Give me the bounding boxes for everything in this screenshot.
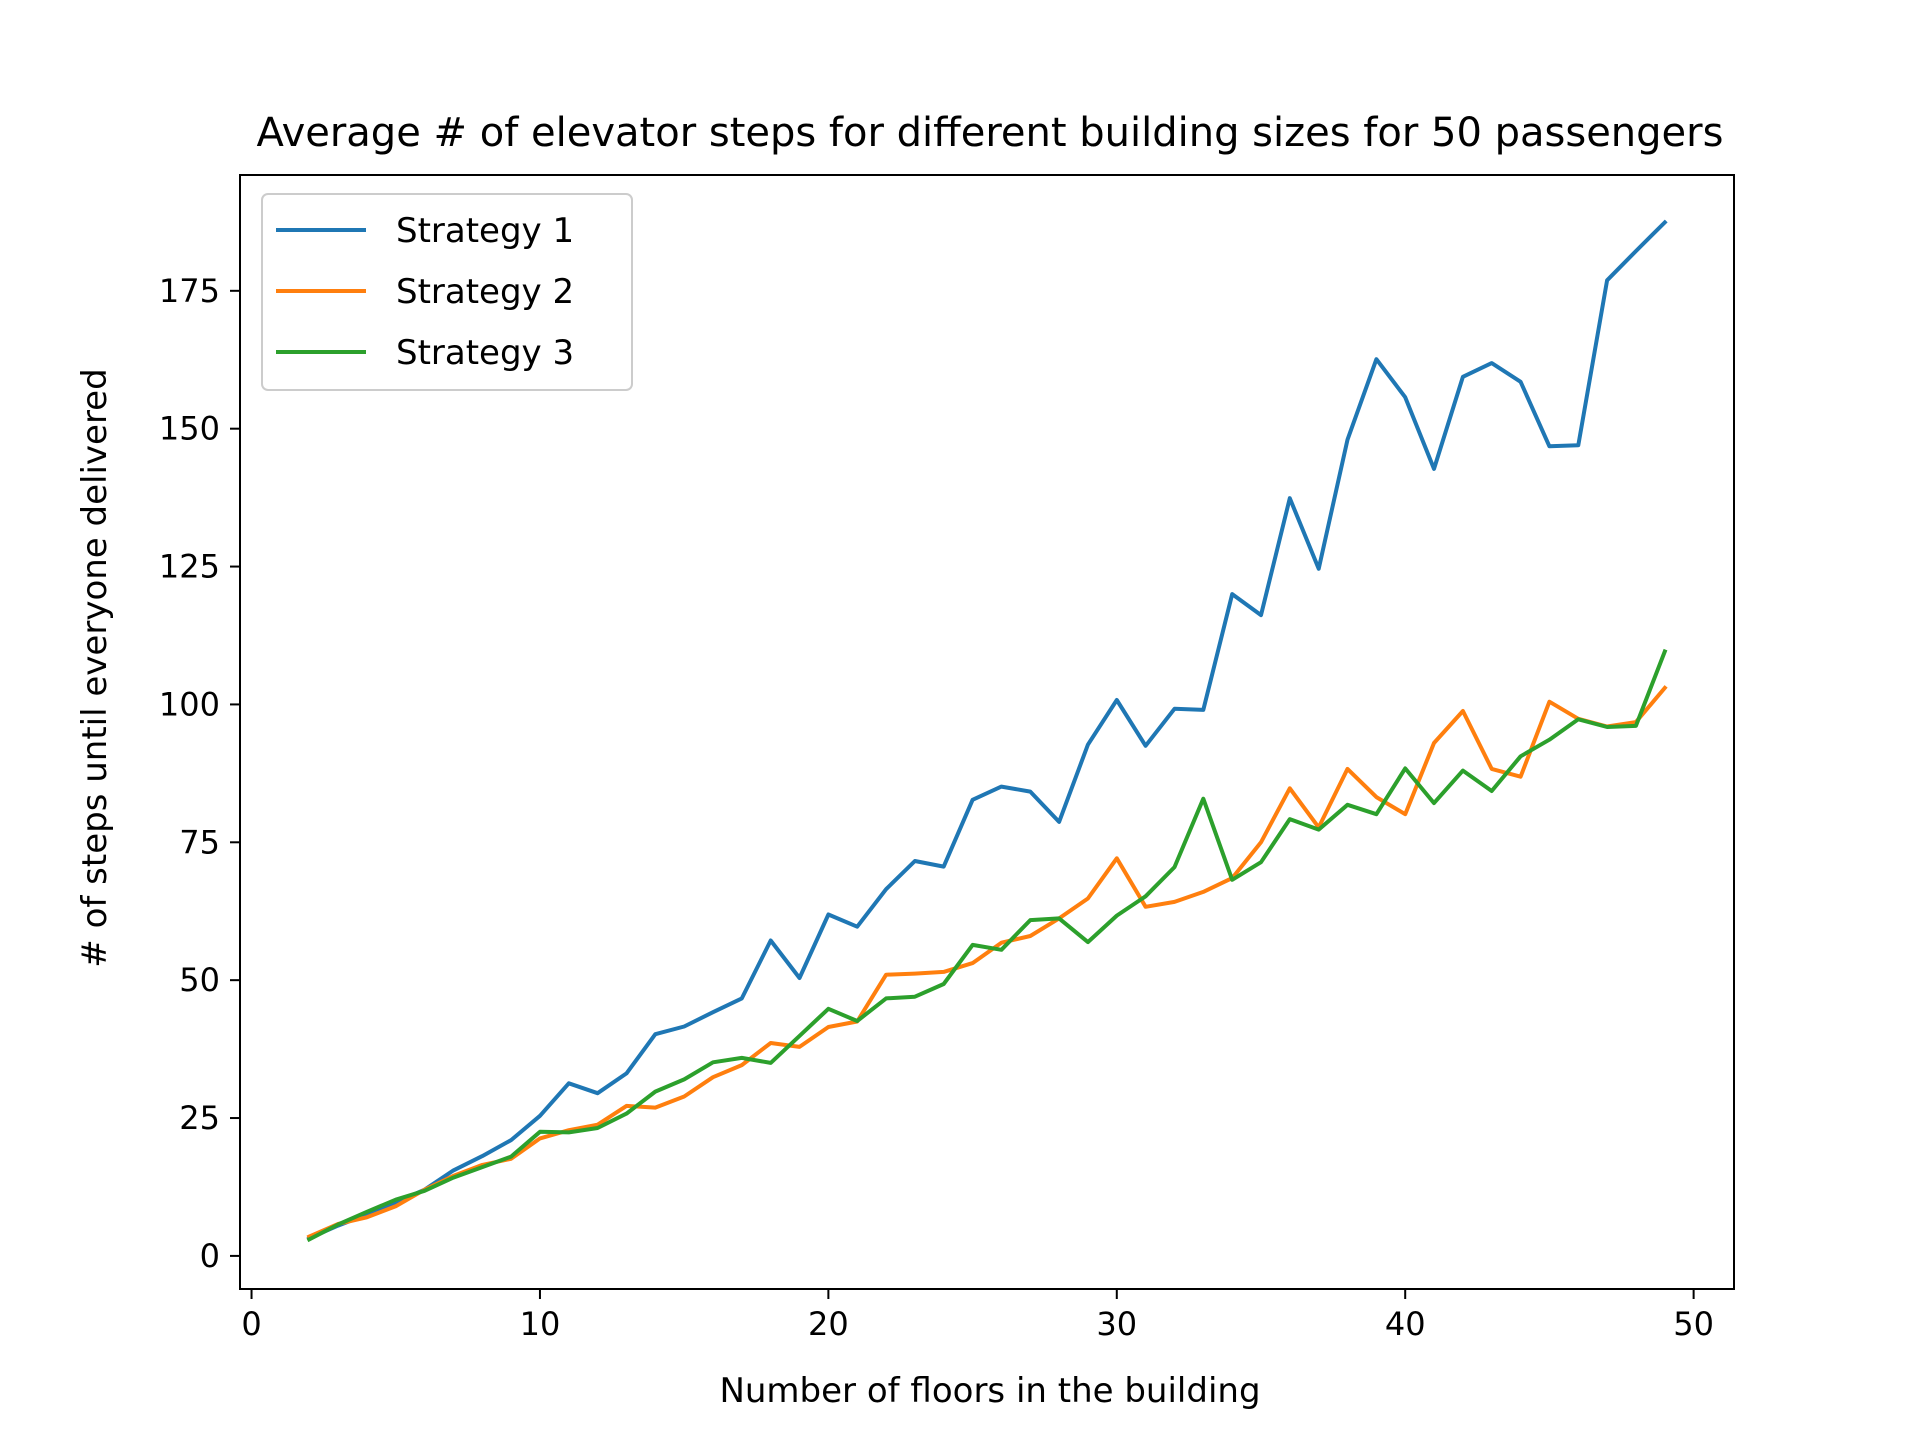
- x-tick-label: 10: [520, 1305, 561, 1343]
- y-tick-label: 50: [179, 961, 220, 999]
- y-tick-label: 75: [179, 823, 220, 861]
- y-tick-label: 0: [200, 1237, 220, 1275]
- y-tick-label: 150: [159, 410, 220, 448]
- series-line-3: [306, 648, 1668, 1243]
- legend-entry-1: Strategy 1: [396, 211, 574, 251]
- y-tick-label: 125: [159, 548, 220, 586]
- legend-entry-3: Strategy 3: [396, 333, 574, 373]
- chart-title: Average # of elevator steps for differen…: [257, 110, 1724, 156]
- legend: Strategy 1 Strategy 2 Strategy 3: [261, 193, 633, 391]
- plot-frame: [239, 174, 1735, 1290]
- x-tick-label: 30: [1096, 1305, 1137, 1343]
- series-line-1: [306, 219, 1668, 1241]
- legend-box: [261, 193, 633, 391]
- series-line-2: [306, 685, 1668, 1240]
- x-tick-label: 50: [1673, 1305, 1714, 1343]
- y-tick-label: 25: [179, 1099, 220, 1137]
- plot-area: 0 10 20 30 40 50 0 25 50 75 100 125 150 175: [159, 174, 1735, 1343]
- x-tick-label: 0: [241, 1305, 261, 1343]
- x-axis-label: Number of floors in the building: [719, 1371, 1260, 1411]
- y-tick-label: 175: [159, 272, 220, 310]
- y-tick-label: 100: [159, 685, 220, 723]
- x-tick-label: 20: [808, 1305, 849, 1343]
- x-tick-label: 40: [1385, 1305, 1426, 1343]
- y-axis-label: # of steps until everyone delivered: [75, 368, 115, 967]
- legend-entry-2: Strategy 2: [396, 272, 574, 312]
